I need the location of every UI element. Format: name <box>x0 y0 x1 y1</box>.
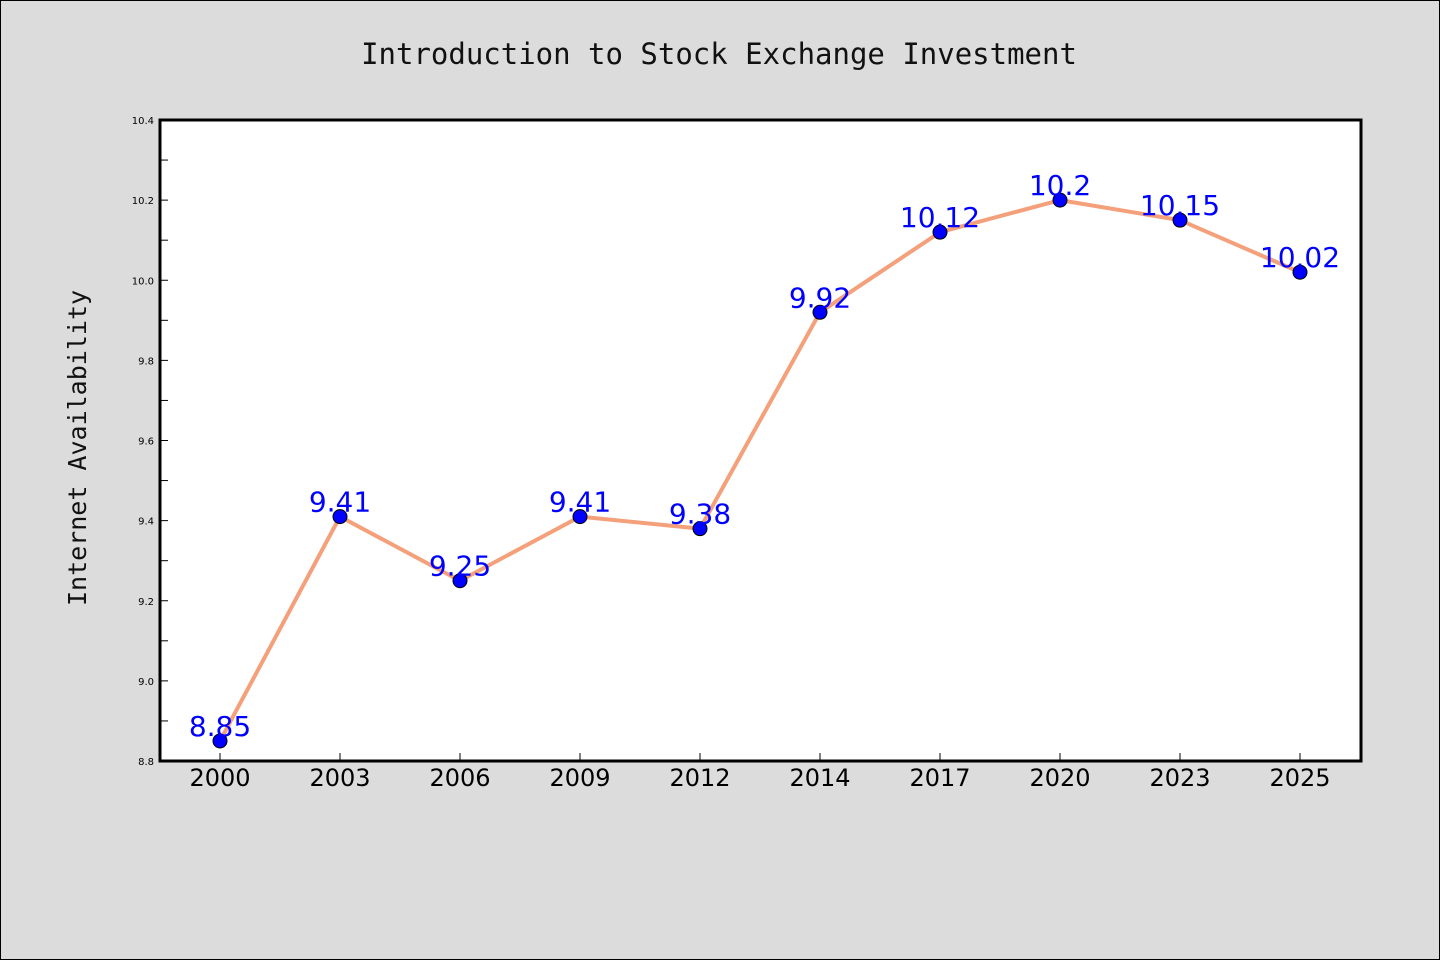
y-tick-label: 10.0 <box>132 276 154 287</box>
data-point <box>932 224 948 240</box>
plot-area <box>158 118 1363 763</box>
data-label: 9.38 <box>669 498 731 531</box>
data-label: 8.85 <box>189 710 251 743</box>
y-tick-label: 9.0 <box>138 677 154 688</box>
y-tick-label: 10.4 <box>132 116 154 127</box>
data-point <box>452 573 468 589</box>
data-point <box>572 509 588 525</box>
x-tick-label: 2009 <box>549 764 610 792</box>
y-tick-label: 9.6 <box>138 437 154 448</box>
data-label: 9.92 <box>789 281 851 314</box>
data-point <box>1292 264 1308 280</box>
x-tick-label: 2014 <box>789 764 850 792</box>
x-tick-label: 2017 <box>909 764 970 792</box>
data-point <box>212 733 228 749</box>
x-tick-label: 2006 <box>429 764 490 792</box>
y-axis-label: Internet Availability <box>63 290 92 606</box>
data-label: 9.41 <box>309 486 371 519</box>
data-point <box>332 509 348 525</box>
y-tick-label: 9.8 <box>138 356 154 367</box>
data-label: 10.15 <box>1140 189 1220 222</box>
data-label: 10.2 <box>1029 169 1091 202</box>
data-label: 9.41 <box>549 486 611 519</box>
data-label: 10.02 <box>1260 241 1340 274</box>
data-point <box>692 521 708 537</box>
y-tick-label: 9.2 <box>138 597 154 608</box>
y-tick-label: 10.2 <box>132 196 154 207</box>
x-tick-label: 2012 <box>669 764 730 792</box>
data-label: 9.25 <box>429 550 491 583</box>
y-tick-label: 9.4 <box>138 517 154 528</box>
x-tick-label: 2025 <box>1269 764 1330 792</box>
series-layer: 8.85 9.41 9.25 9.41 9.38 9.92 10.12 10.2 10.15 10… <box>189 169 1340 749</box>
x-tick-label: 2023 <box>1149 764 1210 792</box>
chart-title: Introduction to Stock Exchange Investmen… <box>361 37 1077 71</box>
data-point <box>1052 192 1068 208</box>
x-axis-ticks: 2000 2003 2006 2009 2012 2014 2017 2020 2023 2025 <box>189 753 1331 792</box>
y-tick-label: 8.8 <box>138 757 154 768</box>
x-tick-label: 2000 <box>189 764 250 792</box>
y-axis-ticks: 8.8 9.0 9.2 9.4 9.6 9.8 10.0 10.2 10.4 <box>132 116 168 768</box>
data-point <box>812 304 828 320</box>
series-line <box>218 198 1302 743</box>
data-label: 10.12 <box>900 201 980 234</box>
x-tick-label: 2003 <box>309 764 370 792</box>
data-point <box>1172 212 1188 228</box>
x-tick-label: 2020 <box>1029 764 1090 792</box>
